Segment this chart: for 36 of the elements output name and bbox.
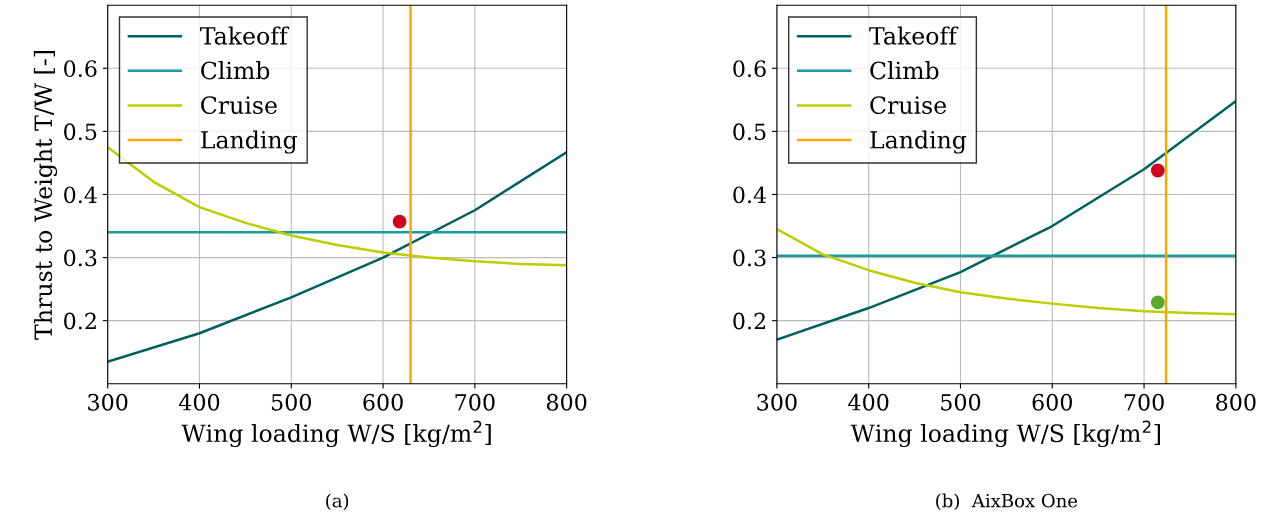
legend-label: Takeoff xyxy=(200,26,290,45)
y-tick-label: 0.4 xyxy=(733,186,767,204)
x-tick-label: 800 xyxy=(1216,393,1256,411)
x-tick-label: 400 xyxy=(848,393,889,411)
y-tick-label: 0.6 xyxy=(733,60,766,78)
text: (b) AixBox One xyxy=(936,493,1078,511)
y-tick-label: 0.5 xyxy=(733,123,766,141)
x-tick-label: 300 xyxy=(757,393,797,411)
y-tick-label: 0.4 xyxy=(64,186,97,204)
y-axis-title: Thrust to Weight T/W [-] xyxy=(33,51,58,340)
legend-label: Cruise xyxy=(201,96,277,115)
x-tick-label: 800 xyxy=(546,393,587,411)
x-tick-label: 500 xyxy=(271,393,311,411)
x-tick-label: 400 xyxy=(178,393,220,411)
y-tick-label: 0.2 xyxy=(64,312,96,330)
x-tick-label: 700 xyxy=(1124,393,1164,411)
x-axis-title: Wing loading W/S [kg/m$^{2}$] xyxy=(850,420,1160,448)
x-tick-label: 600 xyxy=(363,393,403,411)
y-tick-label: 0.3 xyxy=(733,249,766,267)
text: (a) xyxy=(326,493,349,511)
y-tick-label: 0.2 xyxy=(733,312,765,330)
x-tick-label: 700 xyxy=(455,393,495,411)
x-tick-label: 600 xyxy=(1032,393,1072,411)
x-tick-label: 300 xyxy=(88,393,128,411)
line-series xyxy=(776,227,1236,316)
legend-label: Takeoff xyxy=(869,26,959,45)
legend-label: Landing xyxy=(870,130,967,154)
x-tick-label: 500 xyxy=(941,393,981,411)
legend-label: Landing xyxy=(201,130,298,154)
y-tick-label: 0.5 xyxy=(64,123,97,141)
legend-label: Cruise xyxy=(870,96,946,115)
legend-label: Climb xyxy=(201,61,270,80)
x-axis-title: Wing loading W/S [kg/m$^{2}$] xyxy=(181,420,491,448)
y-tick-label: 0.6 xyxy=(64,60,97,78)
y-tick-label: 0.3 xyxy=(64,249,97,267)
legend-label: Climb xyxy=(870,61,939,80)
